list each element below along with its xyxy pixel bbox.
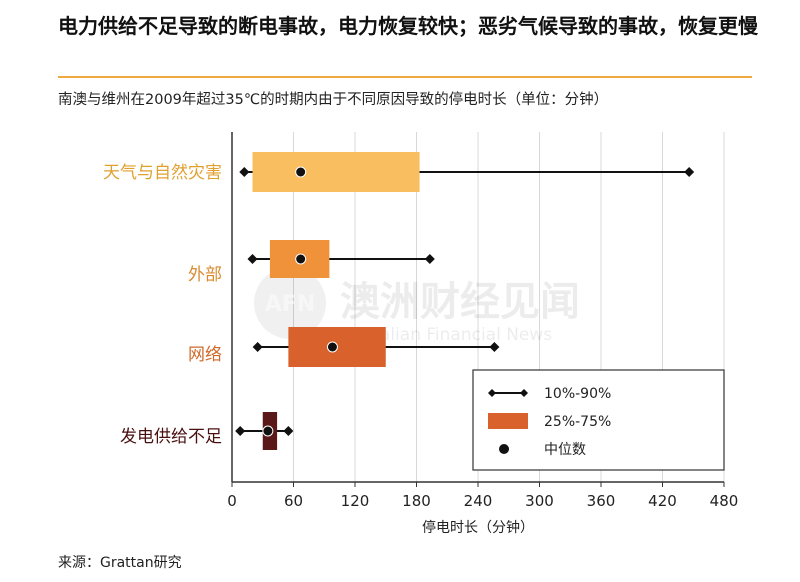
x-tick-label: 0 [227, 492, 237, 510]
legend-box-swatch [488, 413, 528, 429]
median-point [295, 253, 307, 265]
median-point [326, 341, 338, 353]
x-tick-label: 480 [710, 492, 739, 510]
category-label: 发电供给不足 [120, 427, 222, 447]
x-tick-label: 120 [341, 492, 370, 510]
boxes [235, 152, 695, 450]
x-tick-label: 240 [464, 492, 493, 510]
whisker-end-high [283, 426, 294, 436]
watermark-cn: 澳洲财经见闻 [340, 279, 580, 325]
source-note: 来源：Grattan研究 [58, 555, 182, 571]
x-tick-label: 420 [648, 492, 677, 510]
legend-whisker-end [520, 389, 528, 397]
chart-subtitle: 南澳与维州在2009年超过35℃的时期内由于不同原因导致的停电时长（单位：分钟） [58, 92, 609, 108]
watermark: AFN 澳洲财经见闻 Australian Financial News [254, 267, 580, 345]
legend-label: 中位数 [544, 442, 586, 458]
whisker-end-low [252, 342, 263, 352]
whisker-end-high [489, 342, 500, 352]
category-label: 外部 [188, 265, 222, 285]
category-label: 天气与自然灾害 [103, 163, 222, 183]
title-divider [58, 76, 752, 78]
whisker-end-low [239, 167, 250, 177]
x-tick-label: 360 [587, 492, 616, 510]
legend-median-dot [499, 444, 509, 454]
x-tick-label: 300 [525, 492, 554, 510]
legend-label: 10%-90% [544, 386, 611, 402]
whisker-end-low [235, 426, 246, 436]
whisker-end-low [247, 254, 258, 264]
x-axis-label: 停电时长（分钟） [422, 519, 534, 536]
x-tick-label: 180 [402, 492, 431, 510]
watermark-logo-text: AFN [265, 292, 315, 317]
x-axis-ticks: 0 60 120 180 240 300 360 420 480 [227, 482, 738, 510]
category-label: 网络 [188, 345, 222, 365]
legend-whisker-end [488, 389, 496, 397]
legend: 10%-90% 25%-75% 中位数 [472, 369, 725, 471]
x-tick-label: 60 [284, 492, 303, 510]
chart-title: 电力供给不足导致的断电事故，电力恢复较快；恶劣气候导致的事故，恢复更慢 [58, 14, 758, 38]
median-point [262, 425, 274, 437]
watermark-logo-icon [254, 267, 326, 339]
watermark-en: Australian Financial News [335, 325, 552, 345]
legend-label: 25%-75% [544, 414, 611, 430]
iqr-box [252, 152, 420, 192]
box-plot: AFN 澳洲财经见闻 Australian Financial News 0 60… [103, 132, 738, 536]
whisker-end-high [424, 254, 435, 264]
whisker-end-high [684, 167, 695, 177]
median-point [295, 166, 307, 178]
